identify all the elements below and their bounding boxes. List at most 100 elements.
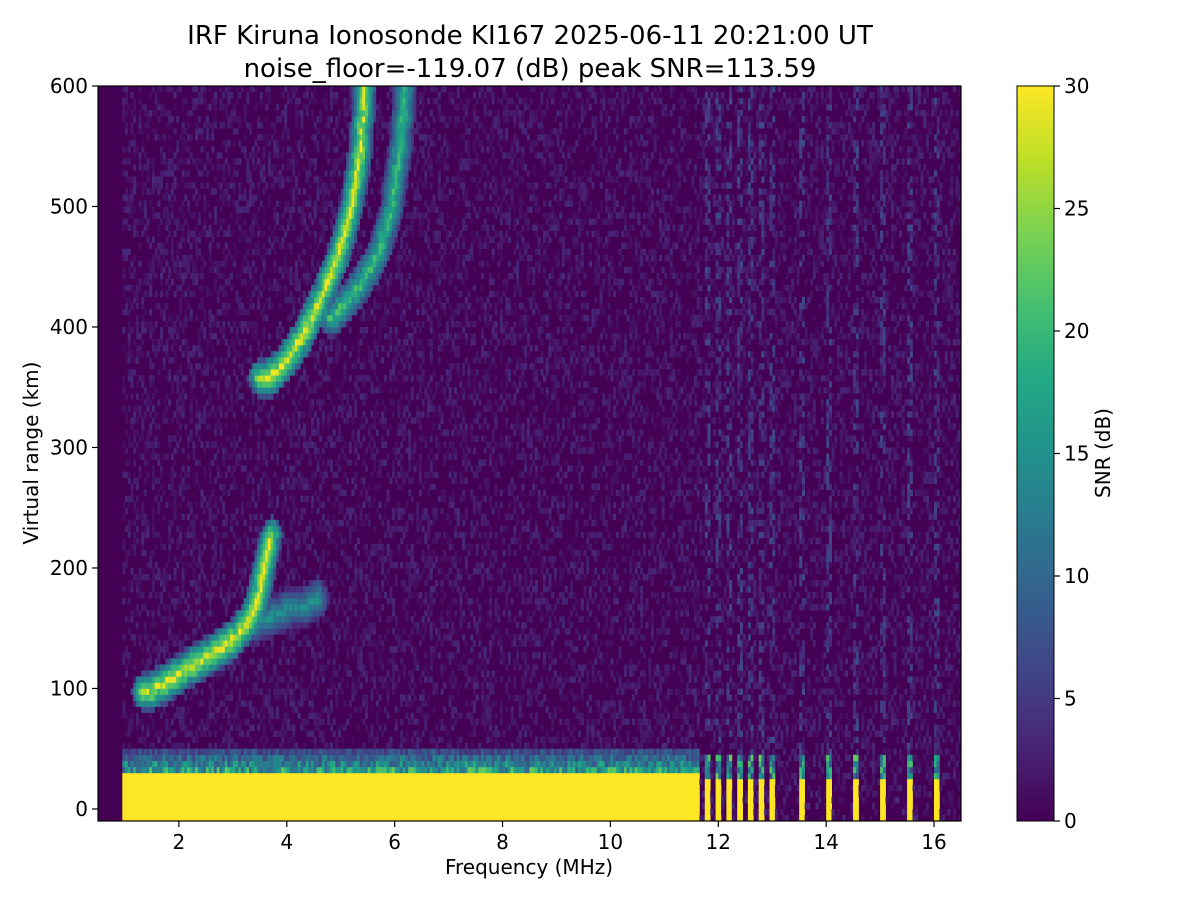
heatmap-cell <box>227 622 231 629</box>
heatmap-cell <box>297 574 301 581</box>
heatmap-cell <box>327 266 331 274</box>
heatmap-cell <box>130 351 134 358</box>
heatmap-cell <box>284 610 288 617</box>
heatmap-cell <box>254 537 258 545</box>
heatmap-cell <box>135 574 139 581</box>
heatmap-cell <box>308 441 312 448</box>
heatmap-cell <box>313 766 317 774</box>
heatmap-cell <box>138 471 142 478</box>
heatmap-cell <box>286 537 290 545</box>
heatmap-cell <box>184 634 188 641</box>
heatmap-cell <box>235 682 239 689</box>
heatmap-cell <box>265 646 269 653</box>
heatmap-cell <box>276 146 280 153</box>
heatmap-cell <box>273 772 277 780</box>
heatmap-cell <box>205 290 209 298</box>
heatmap-cell <box>324 748 328 756</box>
heatmap-cell <box>297 519 301 527</box>
heatmap-cell <box>235 507 239 515</box>
heatmap-cell <box>335 357 339 364</box>
heatmap-cell <box>219 760 223 768</box>
heatmap-cell <box>278 730 282 737</box>
heatmap-cell <box>203 146 207 153</box>
heatmap-cell <box>332 682 336 689</box>
heatmap-cell <box>270 555 274 563</box>
heatmap-cell <box>160 146 164 153</box>
heatmap-cell <box>125 308 129 316</box>
heatmap-cell <box>195 459 199 466</box>
heatmap-cell <box>262 363 266 370</box>
heatmap-cell <box>316 351 320 358</box>
heatmap-cell <box>321 399 325 406</box>
heatmap-cell <box>224 646 228 653</box>
heatmap-cell <box>338 393 342 400</box>
heatmap-cell <box>294 176 298 183</box>
heatmap-cell <box>259 616 263 623</box>
heatmap-cell <box>289 586 293 593</box>
heatmap-cell <box>238 646 242 653</box>
heatmap-cell <box>267 706 271 713</box>
heatmap-cell <box>133 447 137 454</box>
heatmap-cell <box>262 694 266 701</box>
heatmap-cell <box>316 682 320 689</box>
heatmap-cell <box>138 802 142 810</box>
heatmap-cell <box>305 339 309 346</box>
heatmap-cell <box>162 646 166 653</box>
heatmap-cell <box>289 616 293 623</box>
heatmap-cell <box>305 272 309 280</box>
heatmap-cell <box>224 278 228 286</box>
heatmap-cell <box>311 333 315 340</box>
heatmap-cell <box>249 700 253 707</box>
heatmap-cell <box>149 399 153 406</box>
heatmap-cell <box>165 580 169 587</box>
heatmap-cell <box>133 164 137 171</box>
heatmap-cell <box>249 586 253 593</box>
heatmap-cell <box>262 670 266 677</box>
heatmap-cell <box>254 766 258 774</box>
heatmap-cell <box>240 501 244 509</box>
heatmap-cell <box>173 676 177 683</box>
heatmap-cell <box>195 760 199 768</box>
heatmap-cell <box>289 327 293 334</box>
heatmap-cell <box>195 586 199 593</box>
heatmap-cell <box>259 543 263 551</box>
heatmap-cell <box>219 411 223 418</box>
heatmap-cell <box>319 664 323 671</box>
heatmap-cell <box>151 272 155 280</box>
heatmap-cell <box>173 104 177 111</box>
heatmap-cell <box>168 134 172 141</box>
heatmap-cell <box>154 477 158 484</box>
heatmap-cell <box>251 754 255 762</box>
heatmap-cell <box>303 718 307 725</box>
heatmap-cell <box>130 272 134 280</box>
heatmap-cell <box>211 754 215 762</box>
heatmap-cell <box>173 574 177 581</box>
heatmap-cell <box>176 760 180 768</box>
heatmap-cell <box>246 610 250 617</box>
heatmap-cell <box>321 634 325 641</box>
heatmap-cell <box>273 248 277 256</box>
heatmap-cell <box>324 742 328 750</box>
heatmap-cell <box>324 706 328 713</box>
heatmap-cell <box>149 766 153 774</box>
heatmap-cell <box>157 664 161 671</box>
heatmap-cell <box>335 628 339 635</box>
heatmap-cell <box>316 242 320 249</box>
heatmap-cell <box>273 815 277 821</box>
heatmap-cell <box>284 628 288 635</box>
heatmap-cell <box>303 610 307 617</box>
heatmap-cell <box>300 351 304 358</box>
heatmap-cell <box>170 748 174 756</box>
heatmap-cell <box>270 676 274 683</box>
heatmap-cell <box>332 796 336 804</box>
heatmap-cell <box>127 598 131 605</box>
heatmap-cell <box>281 459 285 466</box>
heatmap-cell <box>265 248 269 256</box>
heatmap-cell <box>157 224 161 231</box>
heatmap-cell <box>329 345 333 352</box>
heatmap-cell <box>316 128 320 135</box>
heatmap-cell <box>168 766 172 774</box>
heatmap-cell <box>327 423 331 430</box>
heatmap-cell <box>308 802 312 810</box>
heatmap-cell <box>162 266 166 274</box>
